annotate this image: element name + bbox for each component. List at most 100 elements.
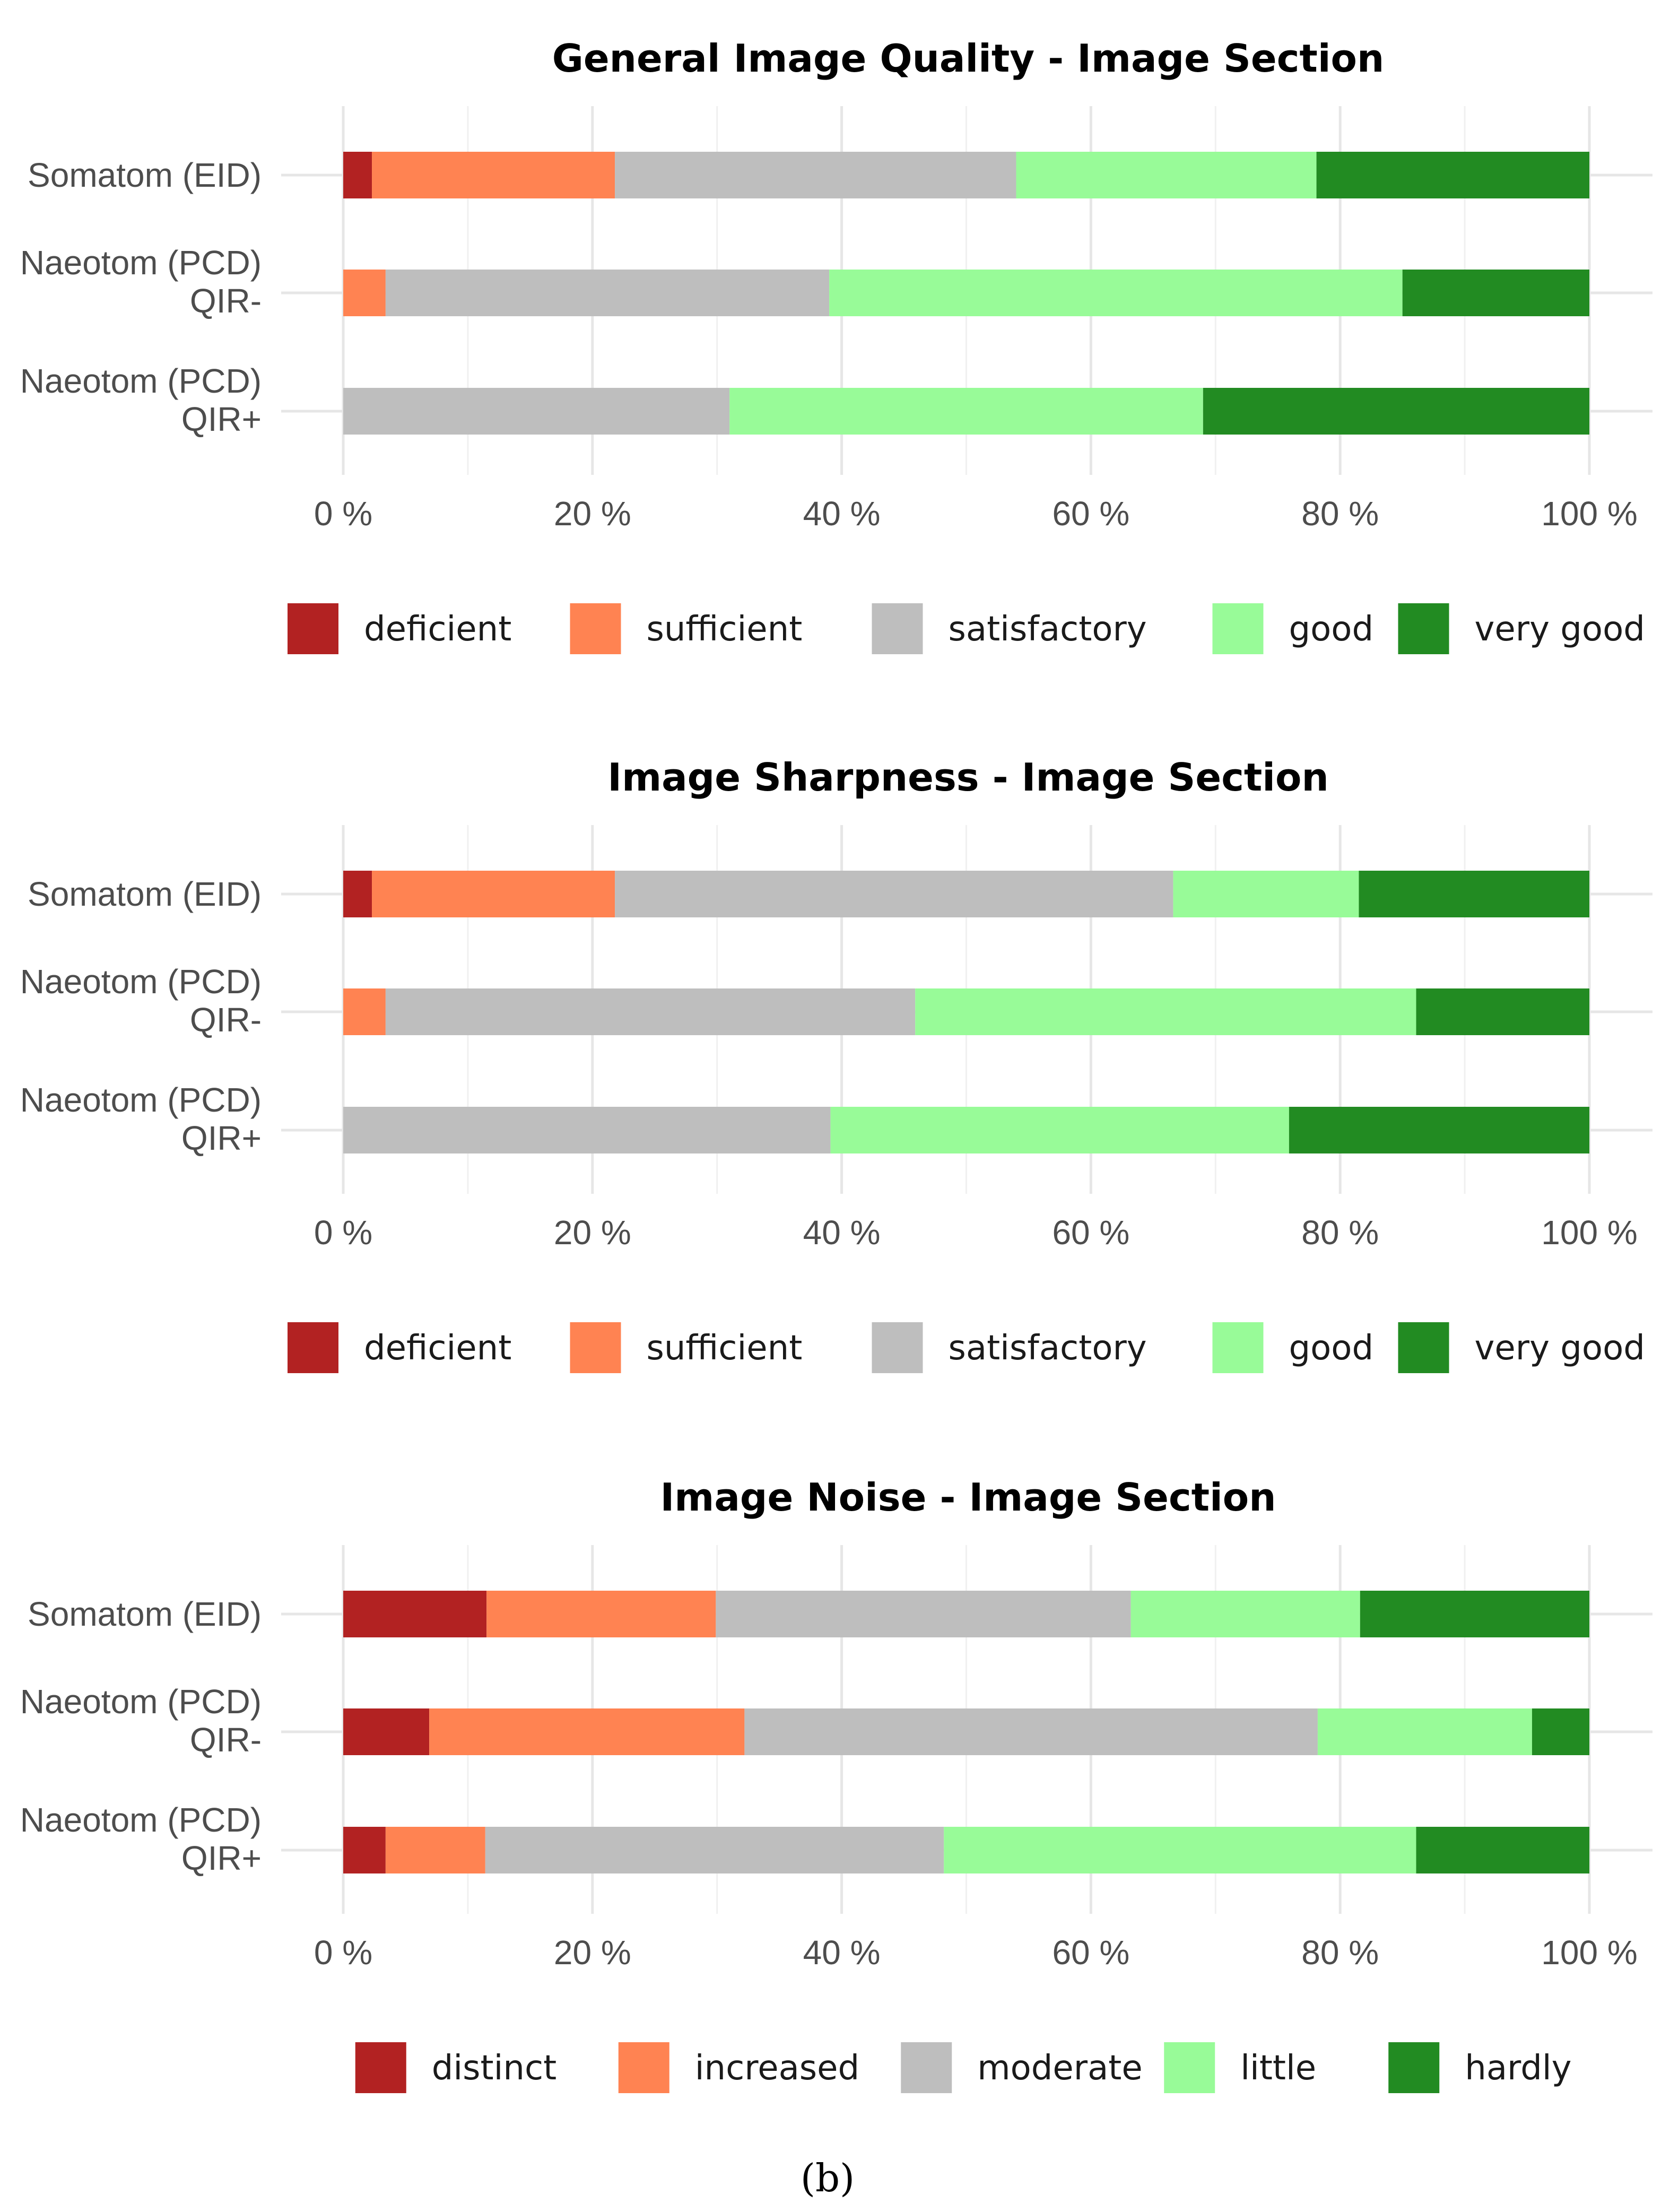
- x-tick-label: 80 %: [1301, 1213, 1379, 1252]
- x-tick-label: 60 %: [1052, 1933, 1129, 1972]
- legend-item-satisfactory: satisfactory: [872, 1322, 1147, 1373]
- bar-segment-hardly: [1532, 1708, 1589, 1755]
- legend-label: distinct: [432, 2049, 556, 2088]
- bar-segment-good: [829, 270, 1403, 316]
- x-tick-label: 60 %: [1052, 495, 1129, 533]
- legend-label: deficient: [364, 610, 511, 649]
- legend-item-increased: increased: [618, 2042, 859, 2093]
- x-tick-label: 80 %: [1301, 1933, 1379, 1972]
- legend-item-very-good: very good: [1398, 603, 1645, 654]
- bar-segment-good: [1016, 152, 1317, 198]
- bar-segment-satisfactory: [385, 270, 830, 316]
- bar-segment-increased: [385, 1827, 485, 1873]
- bar-segment-sufficient: [372, 152, 615, 198]
- legend-swatch: [872, 1322, 923, 1373]
- bar-segment-sufficient: [343, 988, 386, 1035]
- bar-segment-good: [1173, 871, 1359, 917]
- x-tick-label: 60 %: [1052, 1213, 1129, 1252]
- bar-segment-increased: [429, 1708, 745, 1755]
- bar-segment-very-good: [1289, 1107, 1589, 1153]
- bar-segment-deficient: [343, 871, 372, 917]
- x-tick-label: 0 %: [314, 495, 372, 533]
- legend-item-moderate: moderate: [901, 2042, 1143, 2093]
- legend-label: good: [1289, 1329, 1374, 1368]
- legend-label: deficient: [364, 1329, 511, 1368]
- legend-swatch: [355, 2042, 406, 2093]
- legend-swatch: [570, 1322, 621, 1373]
- legend-label: good: [1289, 610, 1374, 649]
- bar-segment-sufficient: [343, 270, 386, 316]
- bar-segment-satisfactory: [385, 988, 916, 1035]
- bar-segment-very-good: [1416, 988, 1589, 1035]
- category-label: Naeotom (PCD) QIR-: [20, 1682, 262, 1759]
- bar-segment-little: [1317, 1708, 1532, 1755]
- x-tick-label: 40 %: [803, 1213, 881, 1252]
- legend-swatch: [288, 603, 338, 654]
- figure-caption: (b): [801, 2156, 855, 2200]
- bar-segment-very-good: [1316, 152, 1589, 198]
- x-tick-label: 20 %: [554, 1933, 631, 1972]
- chart-image-noise: Image Noise - Image Section 0 % 20 % 40 % 60…: [20, 1475, 1652, 2093]
- bar-segment-very-good: [1402, 270, 1589, 316]
- bar-segment-sufficient: [372, 871, 615, 917]
- legend-swatch: [570, 603, 621, 654]
- chart-title: General Image Quality - Image Section: [552, 36, 1385, 81]
- bar-segment-distinct: [343, 1708, 430, 1755]
- legend-item-sufficient: sufficient: [570, 1322, 803, 1373]
- legend-label: very good: [1475, 610, 1645, 649]
- legend-item-distinct: distinct: [355, 2042, 556, 2093]
- bar-segment-very-good: [1359, 871, 1589, 917]
- category-label: Naeotom (PCD) QIR+: [20, 1081, 262, 1157]
- legend-swatch: [1398, 1322, 1449, 1373]
- legend-item-good: good: [1212, 1322, 1374, 1373]
- x-tick-label: 100 %: [1541, 1213, 1637, 1252]
- bar-segment-moderate: [744, 1708, 1318, 1755]
- legend-item-satisfactory: satisfactory: [872, 603, 1147, 654]
- bar-segment-distinct: [343, 1591, 487, 1637]
- x-tick-label: 100 %: [1541, 495, 1637, 533]
- category-label: Naeotom (PCD) QIR-: [20, 244, 262, 320]
- category-label: Somatom (EID): [28, 1595, 262, 1633]
- legend-swatch: [901, 2042, 952, 2093]
- category-label: Naeotom (PCD) QIR+: [20, 1801, 262, 1877]
- legend-item-hardly: hardly: [1388, 2042, 1572, 2093]
- bar-segment-satisfactory: [615, 152, 1016, 198]
- bar-segment-little: [1130, 1591, 1360, 1637]
- chart-general-image-quality: General Image Quality - Image Section 0 %…: [20, 36, 1652, 654]
- bar-segment-very-good: [1203, 388, 1589, 435]
- legend-item-good: good: [1212, 603, 1374, 654]
- legend-swatch: [872, 603, 923, 654]
- legend-item-very-good: very good: [1398, 1322, 1645, 1373]
- bar-segment-moderate: [716, 1591, 1131, 1637]
- legend-label: satisfactory: [949, 610, 1147, 649]
- legend-label: sufficient: [647, 610, 803, 649]
- legend-swatch: [1164, 2042, 1215, 2093]
- bar-segment-hardly: [1416, 1827, 1589, 1873]
- legend-item-deficient: deficient: [288, 603, 511, 654]
- x-tick-label: 80 %: [1301, 495, 1379, 533]
- x-tick-label: 20 %: [554, 495, 631, 533]
- bar-segment-increased: [486, 1591, 716, 1637]
- legend-item-sufficient: sufficient: [570, 603, 803, 654]
- legend-swatch: [1212, 603, 1264, 654]
- category-label: Somatom (EID): [28, 875, 262, 913]
- legend-label: satisfactory: [949, 1329, 1147, 1368]
- chart-title: Image Noise - Image Section: [660, 1475, 1276, 1520]
- bar-segment-good: [830, 1107, 1289, 1153]
- legend-label: sufficient: [647, 1329, 803, 1368]
- x-tick-label: 100 %: [1541, 1933, 1637, 1972]
- bar-segment-hardly: [1360, 1591, 1589, 1637]
- bar-segment-distinct: [343, 1827, 386, 1873]
- legend-label: increased: [695, 2049, 859, 2088]
- legend-label: very good: [1475, 1329, 1645, 1368]
- x-tick-label: 0 %: [314, 1213, 372, 1252]
- legend-label: hardly: [1465, 2049, 1571, 2088]
- category-label: Somatom (EID): [28, 156, 262, 194]
- x-tick-label: 20 %: [554, 1213, 631, 1252]
- category-label: Naeotom (PCD) QIR+: [20, 362, 262, 438]
- bar-segment-satisfactory: [343, 1107, 831, 1153]
- chart-title: Image Sharpness - Image Section: [607, 755, 1328, 800]
- legend-swatch: [1398, 603, 1449, 654]
- bar-segment-good: [729, 388, 1203, 435]
